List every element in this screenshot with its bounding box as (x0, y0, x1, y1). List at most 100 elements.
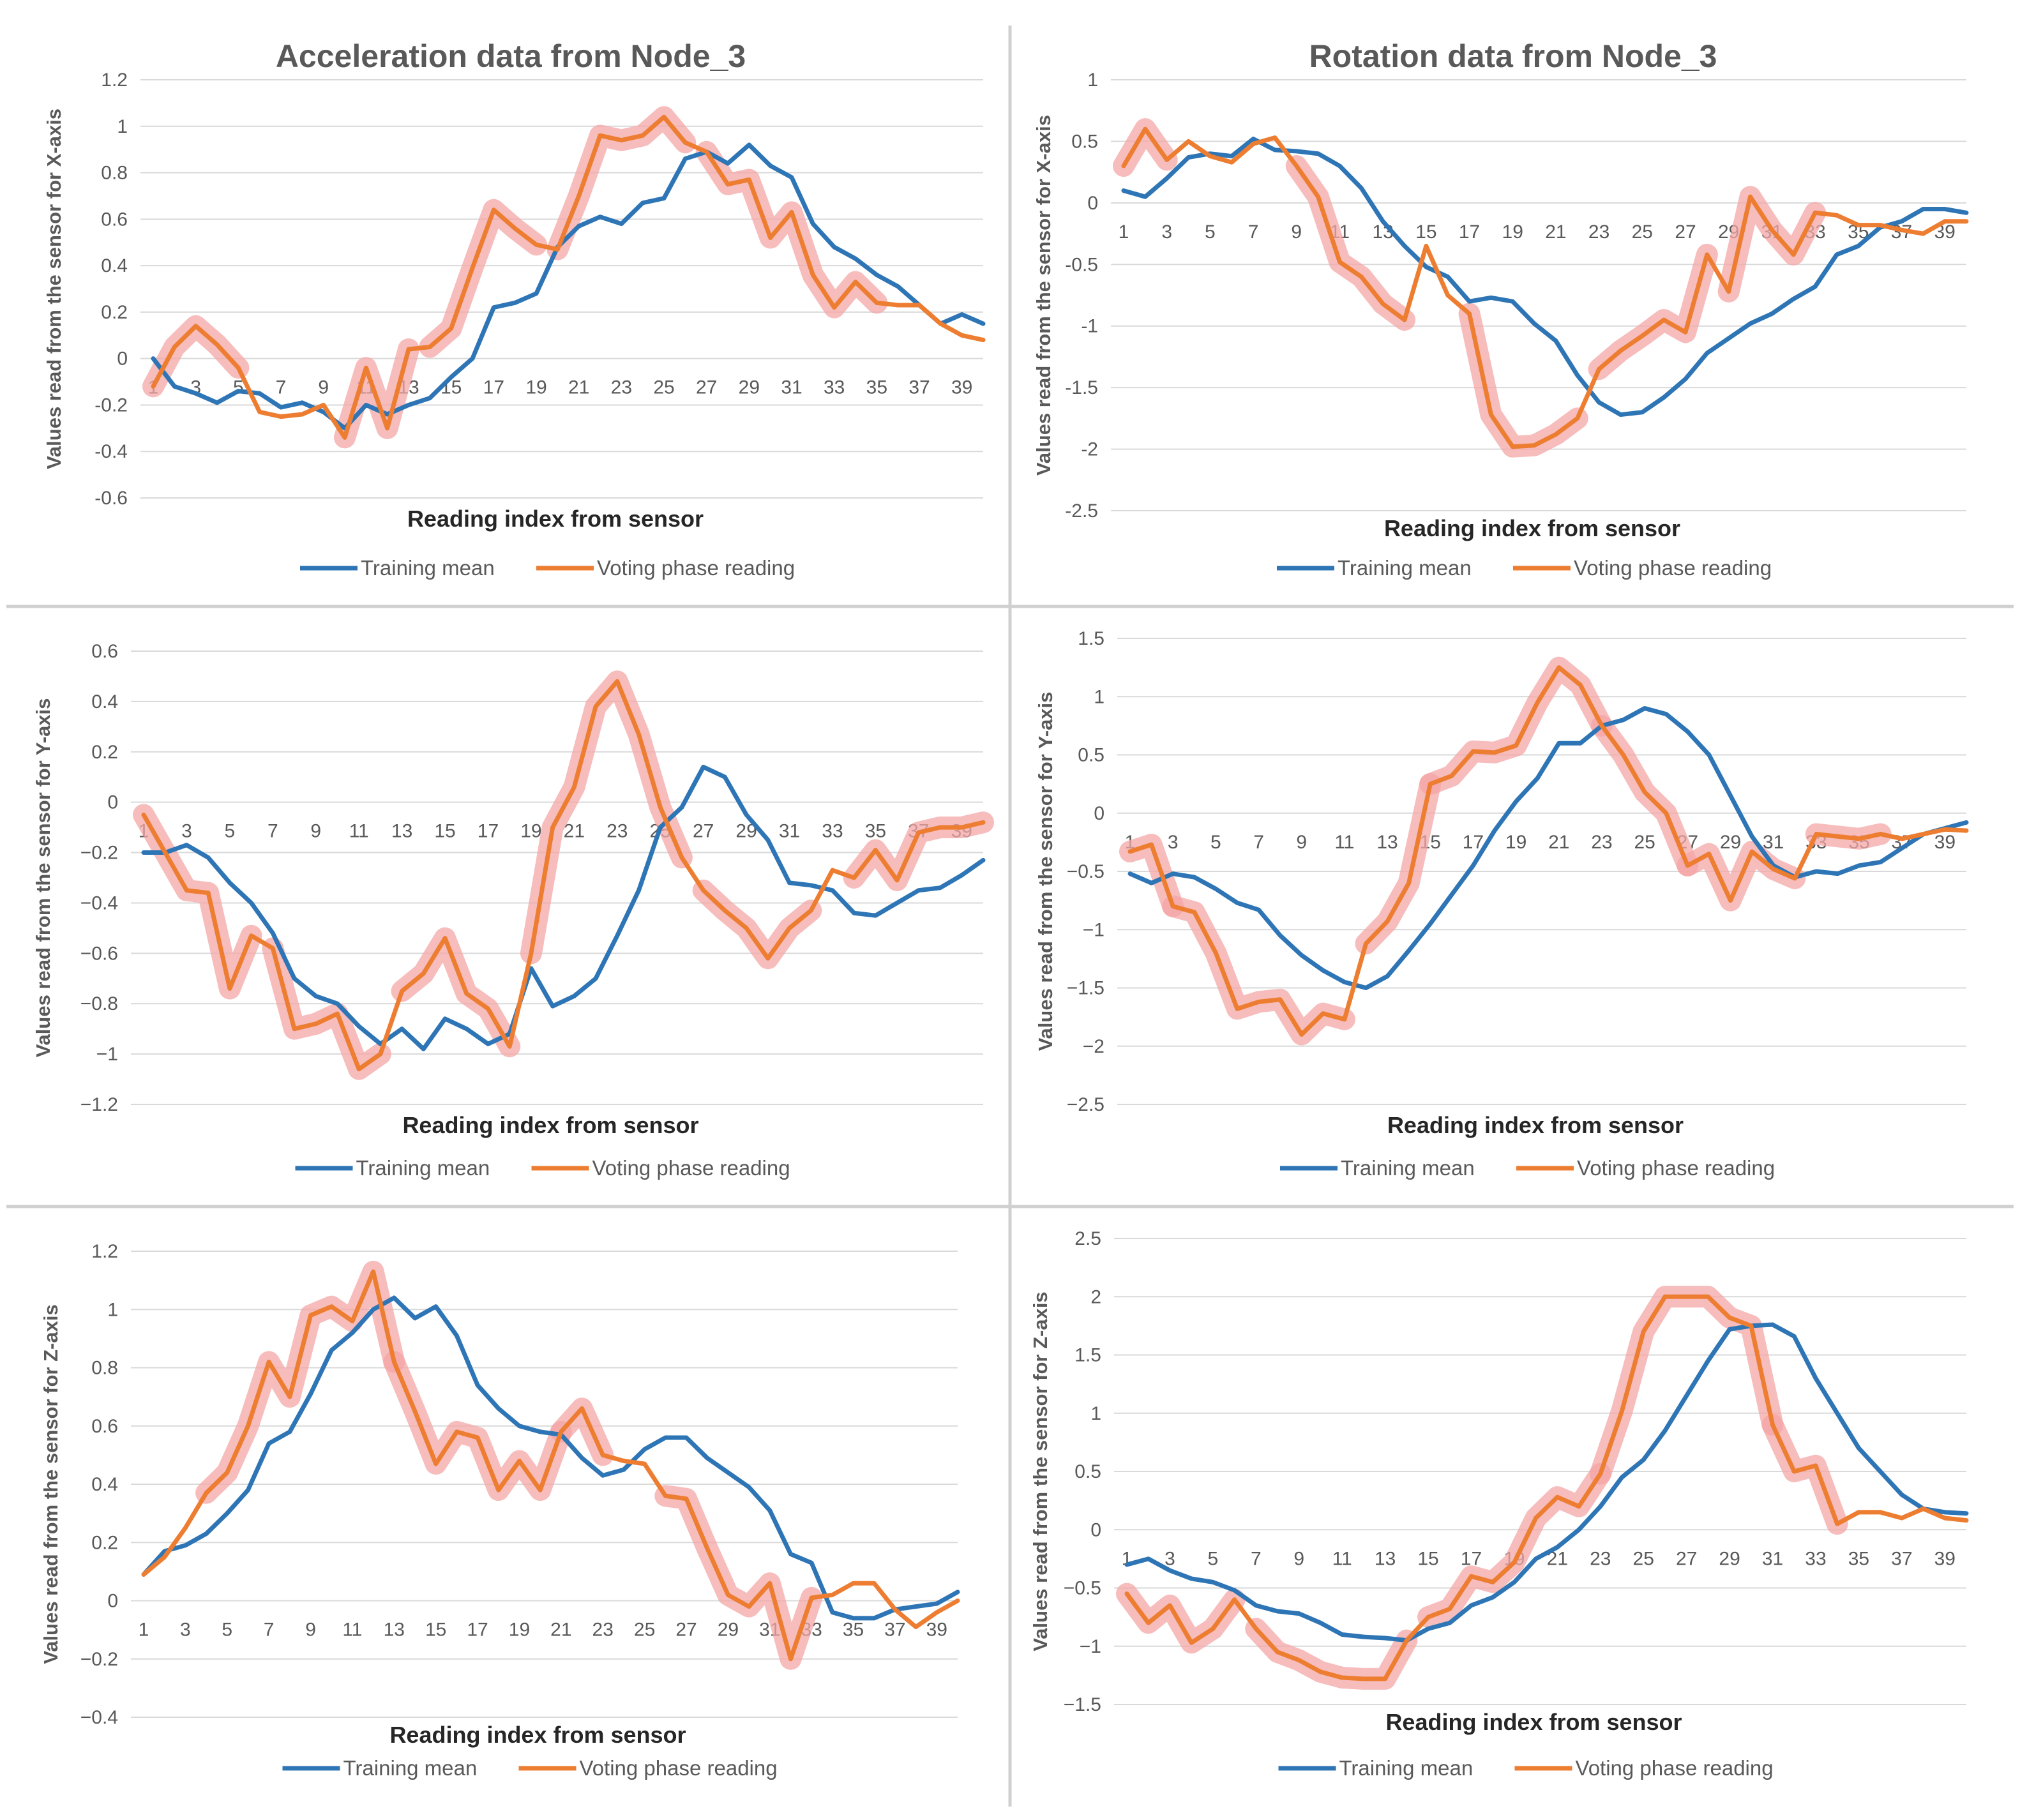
x-tick-label: 7 (268, 821, 278, 842)
y-tick-label: 0.5 (1071, 131, 1098, 152)
x-tick-label: 13 (391, 821, 412, 842)
x-tick-label: 35 (866, 377, 887, 398)
x-tick-label: 15 (1417, 1548, 1438, 1569)
y-tick-label: 0.6 (91, 1416, 118, 1437)
x-tick-label: 11 (1332, 1548, 1352, 1569)
legend-label-voting: Voting phase reading (592, 1156, 790, 1180)
training-mean-line (141, 1295, 960, 1621)
x-tick-label: 9 (310, 821, 321, 842)
x-tick-label: 7 (264, 1620, 275, 1641)
y-tick-label: −0.4 (80, 1707, 118, 1728)
y-tick-label: 0.2 (101, 302, 128, 323)
y-tick-label: 0.6 (91, 641, 118, 662)
y-tick-label: 0 (107, 792, 118, 813)
x-tick-label: 19 (525, 377, 546, 398)
y-tick-label: 0.5 (1074, 1461, 1101, 1482)
training-mean-line (141, 764, 986, 1051)
x-tick-label: 29 (1720, 832, 1741, 853)
y-tick-label: 1 (117, 116, 128, 137)
x-tick-label: 9 (1291, 222, 1302, 243)
y-tick-label: −2.5 (1067, 1094, 1104, 1115)
x-tick-label: 25 (634, 1620, 655, 1641)
x-tick-label: 37 (1891, 1548, 1912, 1569)
y-tick-label: −0.5 (1064, 1578, 1101, 1599)
chart-title: Rotation data from Node_3 (1309, 38, 1717, 74)
y-axis-title: Values read from the sensor for X-axis (1032, 115, 1055, 476)
x-tick-label: 3 (1161, 222, 1172, 243)
x-tick-label: 23 (1591, 832, 1612, 853)
legend-label-training: Training mean (343, 1756, 478, 1780)
y-tick-label: 1.2 (91, 1241, 118, 1262)
y-tick-label: 0.5 (1078, 745, 1104, 766)
voting-phase-line (1124, 1294, 1969, 1681)
y-tick-label: -0.2 (94, 395, 128, 416)
x-tick-label: 21 (1548, 832, 1569, 853)
y-tick-label: −1.2 (80, 1094, 118, 1115)
training-mean-line (1121, 137, 1969, 417)
y-tick-label: −1 (1083, 919, 1104, 940)
legend-label-voting: Voting phase reading (597, 556, 795, 580)
x-tick-label: 25 (1632, 222, 1653, 243)
legend-label-training: Training mean (1341, 1156, 1475, 1180)
chart-accel-x: Acceleration data from Node_3 -0.6 -0.4 -0… (43, 38, 986, 580)
x-tick-label: 23 (611, 377, 632, 398)
x-axis-title: Reading index from sensor (389, 1722, 686, 1748)
y-tick-label: 0.8 (91, 1358, 118, 1379)
x-tick-label: 35 (843, 1620, 864, 1641)
x-tick-label: 19 (520, 821, 541, 842)
y-axis-title: Values read from the sensor for Z-axis (40, 1304, 62, 1664)
x-tick-label: 21 (568, 377, 589, 398)
chart-title: Acceleration data from Node_3 (276, 38, 746, 74)
x-tick-label: 35 (1848, 1548, 1869, 1569)
x-tick-label: 7 (1253, 832, 1264, 853)
x-tick-label: 29 (739, 377, 760, 398)
x-tick-label: 17 (1463, 832, 1484, 853)
training-mean-line (151, 142, 986, 431)
y-axis-title: Values read from the sensor for Z-axis (1029, 1291, 1051, 1651)
voting-phase-line (141, 679, 986, 1072)
y-tick-label: −0.8 (80, 993, 118, 1014)
highlight-mark (1761, 1414, 1848, 1535)
x-tick-label: 5 (1205, 222, 1216, 243)
y-tick-label: −1 (96, 1044, 118, 1065)
chart-accel-z: −0.4−0.200.20.40.60.811.21 3 5 7 9 11 13 15 17 19… (40, 1241, 960, 1780)
highlight-mark (550, 1397, 614, 1466)
y-tick-label: 0.8 (101, 163, 128, 184)
y-tick-label: 2.5 (1074, 1228, 1101, 1249)
x-tick-label: 33 (824, 377, 845, 398)
y-tick-label: 0.4 (91, 1474, 118, 1495)
y-tick-label: 0.2 (91, 1532, 118, 1553)
y-tick-label: −1.5 (1067, 978, 1104, 999)
x-tick-label: 17 (1459, 222, 1480, 243)
x-tick-label: 7 (1248, 222, 1259, 243)
x-tick-label: 39 (951, 377, 972, 398)
x-tick-label: 19 (1505, 832, 1526, 853)
x-tick-label: 27 (1675, 222, 1696, 243)
y-tick-label: 0 (1094, 803, 1104, 824)
legend-label-voting: Voting phase reading (1576, 1756, 1774, 1780)
y-tick-label: -1 (1081, 316, 1098, 337)
x-tick-label: 23 (1590, 1548, 1611, 1569)
legend-label-voting: Voting phase reading (580, 1756, 778, 1780)
x-tick-label: 17 (483, 377, 504, 398)
x-tick-label: 13 (1376, 832, 1398, 853)
y-tick-label: 0.4 (91, 691, 118, 712)
x-tick-label: 19 (509, 1620, 530, 1641)
x-tick-label: 3 (1165, 1548, 1175, 1569)
chart-rotation-x: Rotation data from Node_3 -2.5 -2 -1.5 -1 -0… (1032, 38, 1969, 580)
y-tick-label: 0.6 (101, 209, 128, 230)
x-tick-label: 25 (1633, 1548, 1654, 1569)
y-tick-label: 0.2 (91, 742, 118, 763)
x-tick-label: 25 (1634, 832, 1655, 853)
y-tick-label: −0.2 (80, 843, 118, 864)
x-tick-label: 9 (1296, 832, 1307, 853)
x-tick-label: 25 (653, 377, 674, 398)
voting-phase-line (1121, 126, 1969, 449)
x-tick-label: 15 (425, 1620, 446, 1641)
chart-rotation-y: −2.5−2−1.5−1−0.500.511.51 3 5 7 9 11 13 15 17 19 2… (1034, 628, 1969, 1180)
x-tick-label: 39 (1934, 832, 1956, 853)
voting-phase-line (151, 114, 986, 440)
highlight-mark (1417, 1463, 1611, 1628)
y-tick-label: 0 (1087, 193, 1098, 214)
x-tick-label: 15 (441, 377, 462, 398)
